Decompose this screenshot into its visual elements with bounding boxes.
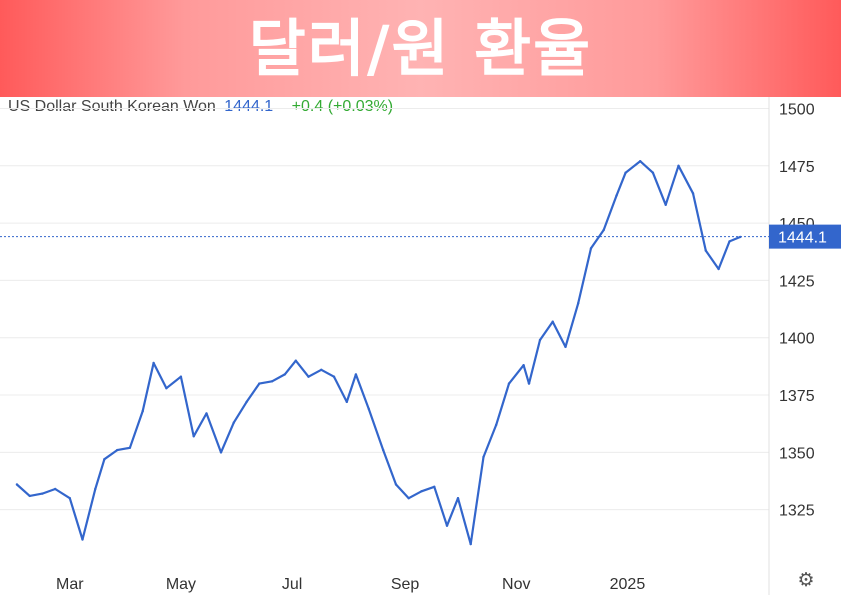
- y-tick-label: 1500: [779, 101, 815, 118]
- data-point: [739, 235, 742, 239]
- data-point: [394, 483, 398, 486]
- data-point: [577, 302, 580, 305]
- x-tick-label: Mar: [56, 576, 84, 593]
- data-point: [704, 249, 707, 252]
- x-tick-label: Jul: [282, 576, 302, 593]
- data-point: [152, 361, 155, 365]
- y-tick-label: 1475: [779, 159, 815, 176]
- chart-legend: US Dollar South Korean Won 1444.1 +0.4 (…: [8, 97, 393, 117]
- data-point: [128, 446, 132, 449]
- data-point: [469, 542, 472, 546]
- data-point: [482, 455, 485, 459]
- data-point: [192, 435, 195, 438]
- data-point: [495, 423, 498, 427]
- y-tick-label: 1350: [779, 445, 815, 462]
- y-tick-label: 1425: [779, 273, 815, 290]
- title-banner: [0, 0, 841, 97]
- x-axis: Mar May Jul Sep Nov 2025: [56, 576, 645, 593]
- y-tick-label: 1325: [779, 503, 815, 520]
- data-point: [433, 485, 436, 488]
- data-point: [68, 497, 72, 500]
- series-points: [15, 160, 742, 546]
- data-point: [691, 192, 695, 195]
- data-point: [456, 497, 460, 500]
- data-point: [54, 487, 57, 491]
- data-point: [728, 240, 731, 243]
- data-point: [179, 375, 183, 378]
- grid-lines: [0, 107, 769, 511]
- data-point: [81, 538, 84, 541]
- banner-title: 달러/원 환율: [248, 12, 593, 85]
- data-point: [564, 345, 567, 349]
- data-point: [589, 247, 593, 250]
- x-tick-label: Nov: [502, 576, 530, 593]
- data-point: [332, 375, 336, 378]
- data-point: [15, 483, 19, 486]
- data-point: [527, 382, 531, 385]
- data-point: [307, 375, 310, 378]
- x-tick-label: May: [166, 576, 196, 593]
- data-point: [320, 368, 323, 371]
- data-point: [41, 492, 44, 495]
- legend-current-value: 1444.1: [224, 98, 274, 115]
- data-point: [420, 490, 423, 493]
- data-point: [677, 164, 680, 167]
- data-point: [258, 382, 261, 385]
- y-tick-label: 1375: [779, 388, 815, 405]
- data-point: [624, 171, 627, 174]
- data-point: [615, 194, 618, 197]
- data-point: [116, 448, 119, 452]
- data-point: [165, 387, 168, 390]
- data-point: [602, 228, 605, 232]
- current-price-label: 1444.1: [778, 230, 827, 247]
- data-point: [538, 338, 542, 342]
- y-tick-label: 1400: [779, 331, 815, 348]
- x-tick-label: 2025: [610, 576, 646, 593]
- data-point: [522, 364, 525, 367]
- data-point: [651, 171, 655, 174]
- gear-icon[interactable]: ⚙: [797, 569, 815, 591]
- data-point: [345, 400, 348, 404]
- data-point: [367, 407, 370, 410]
- data-point: [219, 451, 223, 454]
- data-point: [245, 400, 248, 404]
- data-point: [717, 267, 720, 271]
- data-point: [141, 409, 144, 413]
- data-point: [639, 160, 642, 163]
- data-point: [283, 373, 286, 376]
- x-tick-label: Sep: [391, 576, 420, 593]
- current-price-badge: [769, 224, 841, 249]
- data-point: [270, 380, 274, 383]
- data-point: [507, 382, 511, 385]
- legend-series-name: US Dollar South Korean Won: [8, 98, 216, 115]
- data-point: [551, 320, 554, 323]
- data-point: [382, 448, 385, 452]
- series-line: [16, 160, 741, 546]
- data-point: [94, 487, 97, 491]
- data-point: [28, 494, 31, 498]
- data-point: [407, 497, 410, 500]
- legend-change: +0.4 (+0.03%): [291, 98, 394, 115]
- data-point: [445, 524, 449, 527]
- data-point: [664, 203, 667, 206]
- data-point: [354, 373, 358, 376]
- data-point: [294, 359, 297, 362]
- data-point: [103, 458, 106, 461]
- data-point: [205, 412, 208, 415]
- data-point: [232, 421, 235, 424]
